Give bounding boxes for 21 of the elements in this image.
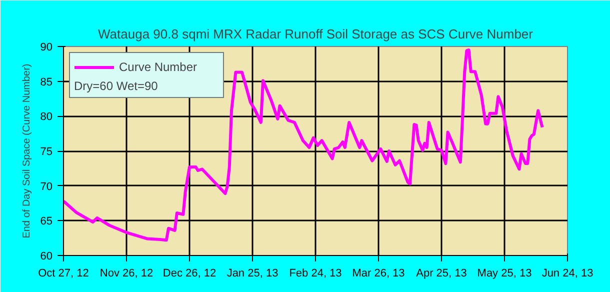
y-tick-label: 80: [40, 111, 53, 124]
x-tick-label: Dec 26, 12: [162, 268, 216, 280]
x-tick-label: May 25, 13: [477, 268, 532, 280]
x-tick-label: Nov 26, 12: [100, 268, 154, 280]
x-tick-label: Jun 24, 13: [542, 268, 594, 280]
y-tick-label: 70: [40, 180, 53, 193]
annotation: Dry=60 Wet=90: [74, 79, 159, 93]
y-tick-label: 60: [40, 250, 53, 262]
x-tick-label: Apr 25, 13: [416, 268, 467, 280]
y-tick-label: 75: [40, 146, 53, 158]
legend-label: Curve Number: [119, 60, 198, 74]
x-tick-label: Mar 26, 13: [352, 268, 405, 280]
x-tick-label: Jan 25, 13: [226, 268, 278, 280]
x-tick-label: Feb 24, 13: [289, 268, 342, 280]
chart-title: Watauga 90.8 sqmi MRX Radar Runoff Soil Storage as SCS Curve Number: [98, 26, 534, 42]
x-tick-label: Oct 27, 12: [38, 268, 89, 280]
y-tick-label: 90: [40, 42, 53, 54]
y-tick-label: 65: [40, 216, 53, 228]
line-series: [64, 48, 544, 242]
y-tick-label: 85: [40, 76, 53, 88]
y-axis-title: End of Day Soil Space (Curve Number): [21, 64, 32, 238]
